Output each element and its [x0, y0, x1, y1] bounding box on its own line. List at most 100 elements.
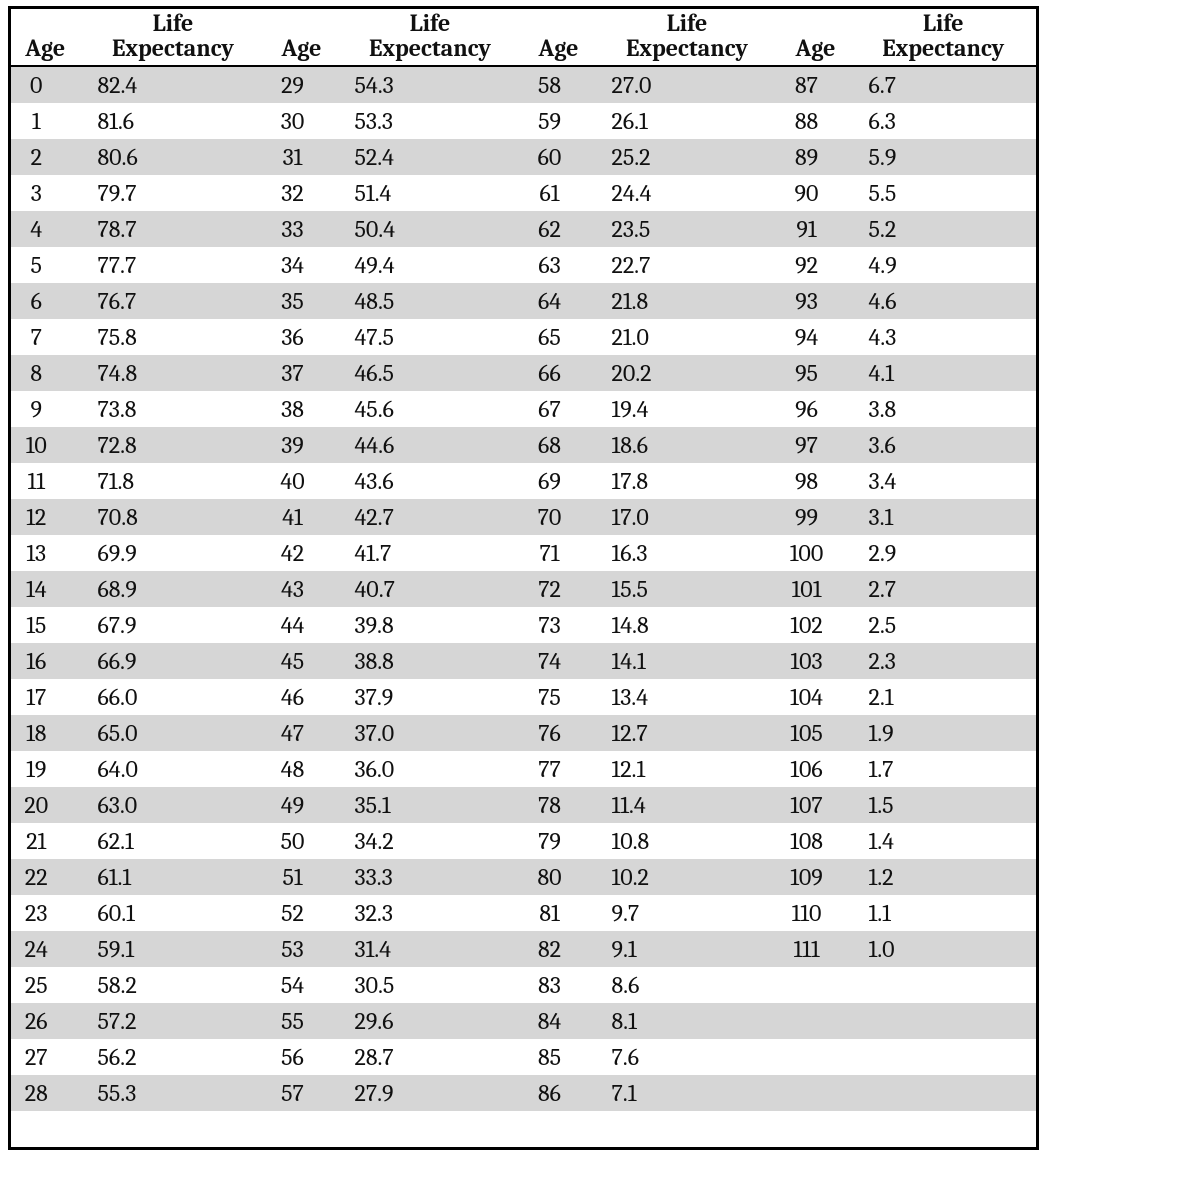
cell-age: 107: [781, 787, 851, 823]
cell-age: 1: [10, 103, 80, 139]
cell-life-expectancy: 26.1: [594, 103, 781, 139]
cell-age: 49: [267, 787, 337, 823]
cell-life-expectancy: 55.3: [80, 1075, 267, 1111]
cell-age: 111: [781, 931, 851, 967]
cell-life-expectancy: 2.3: [851, 643, 1038, 679]
cell-life-expectancy: 80.6: [80, 139, 267, 175]
table-row: 874.83746.56620.2954.1: [10, 355, 1038, 391]
cell-life-expectancy: 62.1: [80, 823, 267, 859]
table-row: 181.63053.35926.1886.3: [10, 103, 1038, 139]
cell-life-expectancy: 14.1: [594, 643, 781, 679]
cell-life-expectancy: 31.4: [337, 931, 524, 967]
cell-age: 9: [10, 391, 80, 427]
cell-age: 41: [267, 499, 337, 535]
cell-age: 84: [524, 1003, 594, 1039]
cell-life-expectancy: 51.4: [337, 175, 524, 211]
cell-age: 104: [781, 679, 851, 715]
cell-life-expectancy: 41.7: [337, 535, 524, 571]
cell-life-expectancy: 1.5: [851, 787, 1038, 823]
cell-age: 35: [267, 283, 337, 319]
cell-age: 70: [524, 499, 594, 535]
cell-age: 75: [524, 679, 594, 715]
cell-life-expectancy: 35.1: [337, 787, 524, 823]
cell-life-expectancy: 12.1: [594, 751, 781, 787]
cell-age: 81: [524, 895, 594, 931]
cell-life-expectancy: 2.5: [851, 607, 1038, 643]
cell-age: 20: [10, 787, 80, 823]
table-row: 1270.84142.77017.0993.1: [10, 499, 1038, 535]
cell-age: 95: [781, 355, 851, 391]
table-row: 2261.15133.38010.21091.2: [10, 859, 1038, 895]
cell-age: 82: [524, 931, 594, 967]
cell-life-expectancy: 60.1: [80, 895, 267, 931]
cell-age: 10: [10, 427, 80, 463]
cell-life-expectancy: 70.8: [80, 499, 267, 535]
cell-age: 87: [781, 66, 851, 103]
table-row: 2162.15034.27910.81081.4: [10, 823, 1038, 859]
cell-life-expectancy: 3.4: [851, 463, 1038, 499]
cell-life-expectancy: 52.4: [337, 139, 524, 175]
cell-life-expectancy: 8.6: [594, 967, 781, 1003]
cell-age: 29: [267, 66, 337, 103]
cell-life-expectancy: 7.6: [594, 1039, 781, 1075]
table-row: 1666.94538.87414.11032.3: [10, 643, 1038, 679]
cell-life-expectancy: 13.4: [594, 679, 781, 715]
cell-life-expectancy: 72.8: [80, 427, 267, 463]
cell-life-expectancy: 81.6: [80, 103, 267, 139]
cell-age: 79: [524, 823, 594, 859]
cell-age: [781, 1003, 851, 1039]
cell-life-expectancy: 39.8: [337, 607, 524, 643]
table-body: 082.42954.35827.0876.7181.63053.35926.18…: [10, 66, 1038, 1149]
cell-age: 83: [524, 967, 594, 1003]
cell-age: 100: [781, 535, 851, 571]
cell-age: 96: [781, 391, 851, 427]
cell-age: 78: [524, 787, 594, 823]
cell-life-expectancy: 11.4: [594, 787, 781, 823]
cell-age: 89: [781, 139, 851, 175]
cell-age: 18: [10, 715, 80, 751]
cell-life-expectancy: 21.8: [594, 283, 781, 319]
cell-life-expectancy: 4.3: [851, 319, 1038, 355]
cell-age: 103: [781, 643, 851, 679]
cell-life-expectancy: 29.6: [337, 1003, 524, 1039]
cell-life-expectancy: 4.1: [851, 355, 1038, 391]
cell-age: 66: [524, 355, 594, 391]
cell-life-expectancy: 78.7: [80, 211, 267, 247]
cell-age: 65: [524, 319, 594, 355]
cell-life-expectancy: [851, 1003, 1038, 1039]
cell-age: 63: [524, 247, 594, 283]
cell-life-expectancy: 3.6: [851, 427, 1038, 463]
cell-age: 3: [10, 175, 80, 211]
cell-age: 47: [267, 715, 337, 751]
cell-age: 22: [10, 859, 80, 895]
cell-age: 108: [781, 823, 851, 859]
cell-life-expectancy: 9.7: [594, 895, 781, 931]
cell-life-expectancy: 34.2: [337, 823, 524, 859]
cell-life-expectancy: 38.8: [337, 643, 524, 679]
header-le-2: LifeExpectancy: [594, 8, 781, 67]
cell-life-expectancy: 27.9: [337, 1075, 524, 1111]
cell-life-expectancy: 10.2: [594, 859, 781, 895]
table-row: 2063.04935.17811.41071.5: [10, 787, 1038, 823]
cell-age: 2: [10, 139, 80, 175]
cell-age: 5: [10, 247, 80, 283]
cell-age: 27: [10, 1039, 80, 1075]
cell-life-expectancy: 1.9: [851, 715, 1038, 751]
table-row: 1964.04836.07712.11061.7: [10, 751, 1038, 787]
cell-age: 76: [524, 715, 594, 751]
cell-age: [781, 967, 851, 1003]
cell-life-expectancy: 14.8: [594, 607, 781, 643]
cell-age: 39: [267, 427, 337, 463]
cell-life-expectancy: 37.9: [337, 679, 524, 715]
cell-age: 32: [267, 175, 337, 211]
table-row: 280.63152.46025.2895.9: [10, 139, 1038, 175]
table-row: 1567.94439.87314.81022.5: [10, 607, 1038, 643]
cell-life-expectancy: 6.7: [851, 66, 1038, 103]
cell-life-expectancy: 66.9: [80, 643, 267, 679]
table-row: 1468.94340.77215.51012.7: [10, 571, 1038, 607]
cell-age: 72: [524, 571, 594, 607]
cell-age: 0: [10, 66, 80, 103]
cell-life-expectancy: 18.6: [594, 427, 781, 463]
cell-life-expectancy: 17.8: [594, 463, 781, 499]
cell-age: 51: [267, 859, 337, 895]
